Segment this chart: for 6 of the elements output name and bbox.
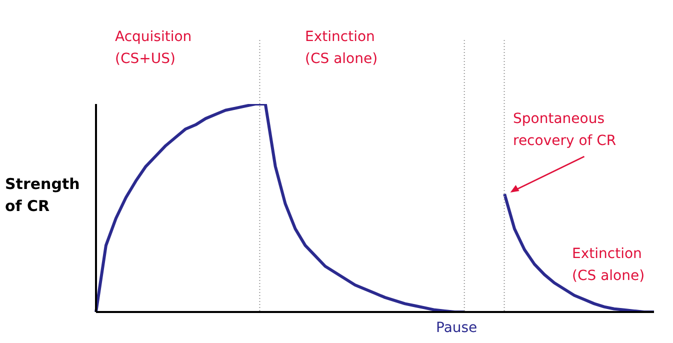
- text: Acquisition (CS+US): [115, 28, 192, 69]
- y-axis-title: Strength of CR: [5, 174, 80, 217]
- annotation: Extinction (CS alone): [572, 245, 645, 286]
- x-axis-title: Pause: [436, 320, 478, 336]
- annotation: Spontaneous recovery of CR: [513, 110, 616, 151]
- text: Extinction (CS alone): [305, 28, 378, 69]
